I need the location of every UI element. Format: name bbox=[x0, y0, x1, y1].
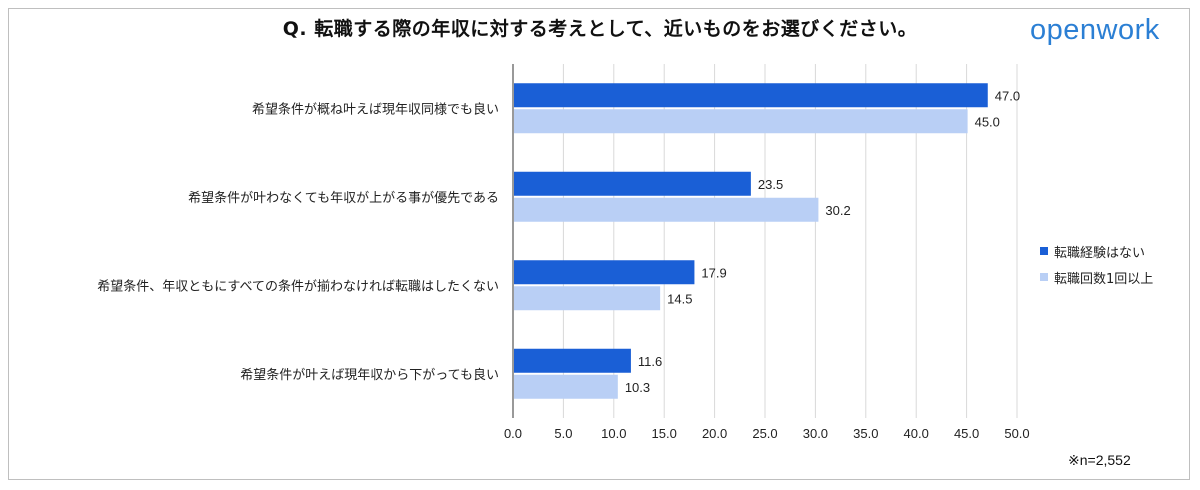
x-tick-label: 10.0 bbox=[601, 426, 626, 441]
x-tick-label: 50.0 bbox=[1004, 426, 1029, 441]
category-label: 希望条件が叶えば現年収から下がっても良い bbox=[240, 367, 499, 383]
x-tick-label: 15.0 bbox=[652, 426, 677, 441]
data-label-series2: 30.2 bbox=[825, 203, 850, 218]
bar-series1 bbox=[514, 83, 988, 108]
legend: 転職経験はない 転職回数1回以上 bbox=[1040, 238, 1153, 290]
x-tick-label: 40.0 bbox=[904, 426, 929, 441]
bar-series1 bbox=[514, 260, 695, 285]
bar-series1 bbox=[514, 348, 631, 373]
x-tick-label: 25.0 bbox=[752, 426, 777, 441]
legend-swatch-series1 bbox=[1040, 247, 1048, 255]
chart-title: Q. 転職する際の年収に対する考えとして、近いものをお選びください。 bbox=[282, 18, 918, 40]
category-label: 希望条件が概ね叶えば現年収同様でも良い bbox=[252, 101, 499, 117]
bar-series1 bbox=[514, 171, 751, 196]
data-label-series1: 17.9 bbox=[701, 265, 726, 280]
legend-item-series1: 転職経験はない bbox=[1040, 238, 1153, 264]
legend-label-series1: 転職経験はない bbox=[1054, 245, 1146, 261]
x-tick-label: 20.0 bbox=[702, 426, 727, 441]
sample-size-note: ※n=2,552 bbox=[1068, 452, 1131, 468]
data-label-series1: 47.0 bbox=[995, 88, 1020, 103]
data-label-series1: 23.5 bbox=[758, 177, 783, 192]
legend-label-series2: 転職回数1回以上 bbox=[1054, 271, 1154, 287]
bar-series2 bbox=[514, 109, 968, 134]
data-label-series2: 45.0 bbox=[975, 114, 1000, 129]
x-tick-label: 5.0 bbox=[554, 426, 572, 441]
x-tick-label: 35.0 bbox=[853, 426, 878, 441]
data-label-series2: 10.3 bbox=[625, 380, 650, 395]
legend-swatch-series2 bbox=[1040, 273, 1048, 281]
bar-series2 bbox=[514, 374, 618, 399]
category-label: 希望条件、年収ともにすべての条件が揃わなければ転職はしたくない bbox=[97, 278, 499, 294]
x-tick-label: 30.0 bbox=[803, 426, 828, 441]
x-tick-label: 45.0 bbox=[954, 426, 979, 441]
bar-series2 bbox=[514, 197, 819, 222]
category-label: 希望条件が叶わなくても年収が上がる事が優先である bbox=[188, 190, 499, 206]
data-label-series1: 11.6 bbox=[638, 354, 662, 369]
bar-series2 bbox=[514, 286, 661, 311]
openwork-logo: openwork bbox=[1030, 14, 1160, 46]
x-tick-label: 0.0 bbox=[504, 426, 522, 441]
legend-item-series2: 転職回数1回以上 bbox=[1040, 264, 1153, 290]
data-label-series2: 14.5 bbox=[667, 291, 692, 306]
